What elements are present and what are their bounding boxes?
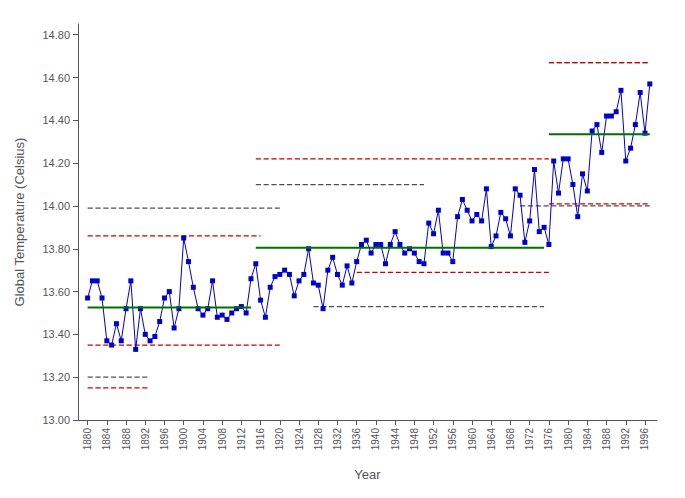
- svg-text:14.00: 14.00: [42, 200, 70, 212]
- svg-text:1928: 1928: [313, 428, 324, 451]
- svg-text:1984: 1984: [582, 428, 593, 451]
- svg-text:13.20: 13.20: [42, 371, 70, 383]
- svg-text:1920: 1920: [274, 428, 285, 451]
- svg-text:1976: 1976: [543, 428, 554, 451]
- svg-text:1952: 1952: [428, 428, 439, 451]
- svg-text:1956: 1956: [447, 428, 458, 451]
- svg-text:1980: 1980: [563, 428, 574, 451]
- svg-text:1908: 1908: [217, 428, 228, 451]
- svg-text:13.00: 13.00: [42, 414, 70, 426]
- svg-text:Global Temperature (Celsius): Global Temperature (Celsius): [12, 138, 27, 307]
- svg-text:14.60: 14.60: [42, 72, 70, 84]
- svg-text:1932: 1932: [332, 428, 343, 451]
- svg-text:1884: 1884: [101, 428, 112, 451]
- svg-text:14.20: 14.20: [42, 157, 70, 169]
- svg-text:1900: 1900: [178, 428, 189, 451]
- svg-text:1936: 1936: [351, 428, 362, 451]
- svg-text:13.40: 13.40: [42, 328, 70, 340]
- svg-text:1960: 1960: [467, 428, 478, 451]
- svg-text:1948: 1948: [409, 428, 420, 451]
- svg-text:1968: 1968: [505, 428, 516, 451]
- svg-text:1992: 1992: [620, 428, 631, 451]
- svg-text:13.80: 13.80: [42, 243, 70, 255]
- svg-text:Year: Year: [354, 467, 381, 482]
- svg-text:1896: 1896: [159, 428, 170, 451]
- svg-text:13.60: 13.60: [42, 286, 70, 298]
- svg-text:1964: 1964: [486, 428, 497, 451]
- svg-text:1912: 1912: [236, 428, 247, 451]
- svg-text:1924: 1924: [294, 428, 305, 451]
- svg-text:1880: 1880: [82, 428, 93, 451]
- svg-text:1996: 1996: [639, 428, 650, 451]
- svg-text:1944: 1944: [390, 428, 401, 451]
- svg-text:1940: 1940: [370, 428, 381, 451]
- svg-text:14.40: 14.40: [42, 114, 70, 126]
- svg-text:1916: 1916: [255, 428, 266, 451]
- svg-text:1904: 1904: [197, 428, 208, 451]
- svg-text:1888: 1888: [121, 428, 132, 451]
- svg-text:1972: 1972: [524, 428, 535, 451]
- svg-text:1892: 1892: [140, 428, 151, 451]
- svg-text:1988: 1988: [601, 428, 612, 451]
- svg-text:14.80: 14.80: [42, 29, 70, 41]
